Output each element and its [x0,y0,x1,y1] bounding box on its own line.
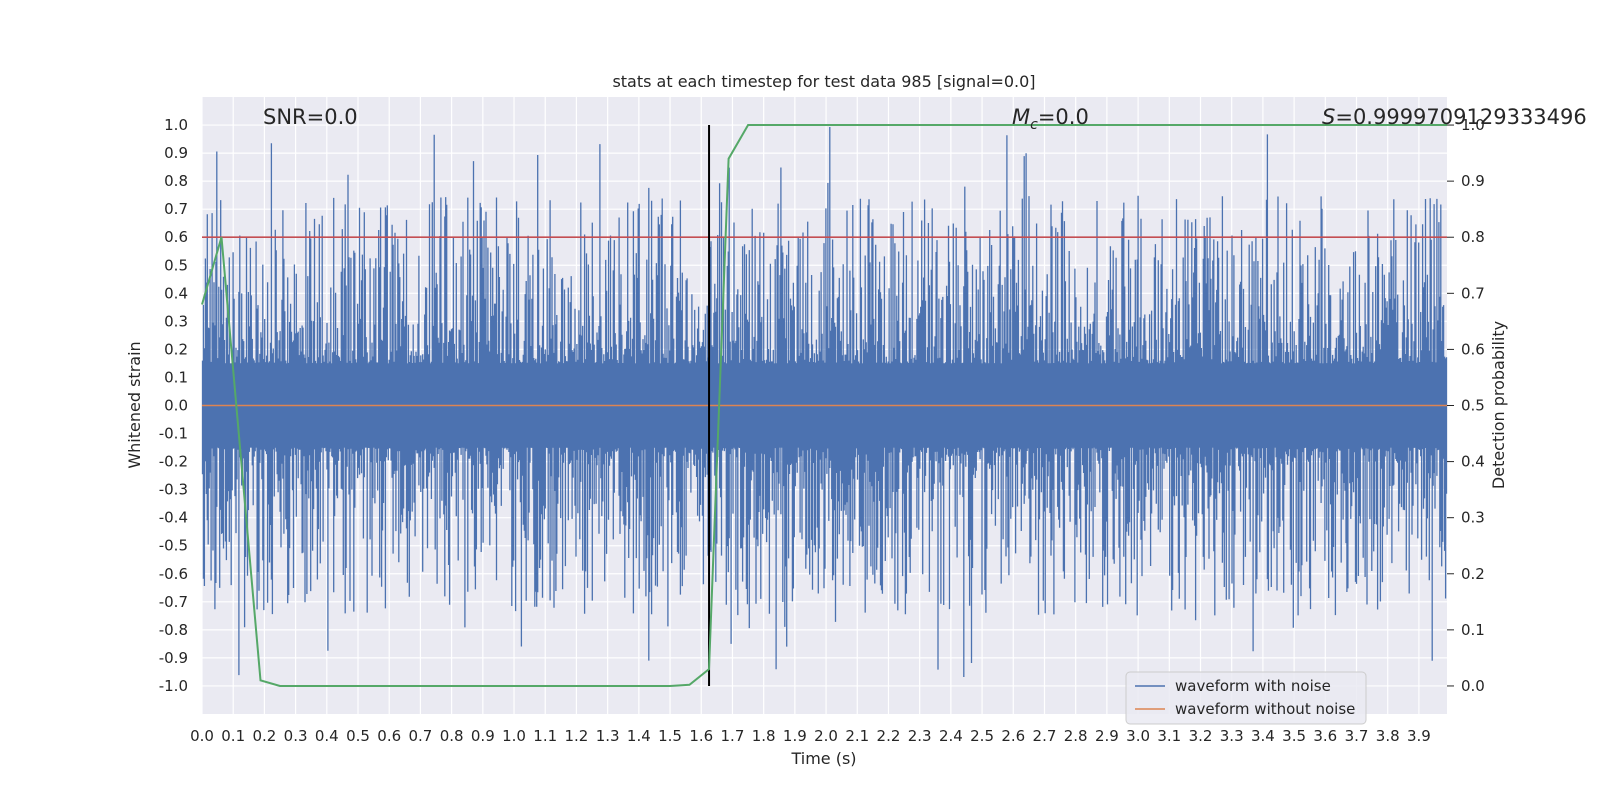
y2-tick-label: 0.4 [1461,453,1485,471]
y-tick-label: -1.0 [159,677,188,695]
x-tick-label: 1.7 [721,727,745,745]
s-value: =0.9999709129333496 [1335,105,1586,129]
lines-layer [201,124,1447,687]
s-annotation: S=0.9999709129333496 [1322,105,1587,129]
y-tick-label: 0.7 [164,200,188,218]
y-tick-label: 0.4 [164,284,188,302]
x-tick-label: 1.4 [627,727,651,745]
x-tick-label: 1.3 [596,727,620,745]
x-tick-label: 0.1 [221,727,245,745]
y-tick-label: -0.6 [159,565,188,583]
x-tick-label: 3.2 [1189,727,1213,745]
chart-title: stats at each timestep for test data 985… [612,72,1035,91]
y2-tick-label: 0.1 [1461,621,1485,639]
y-tick-label: 0.9 [164,144,188,162]
x-tick-label: 0.8 [440,727,464,745]
x-tick-label: 0.7 [408,727,432,745]
legend: waveform with noise waveform without noi… [1125,671,1367,725]
y-tick-label: -0.7 [159,593,188,611]
y-tick-label: 0.1 [164,368,188,386]
x-tick-label: 0.0 [190,727,214,745]
y-tick-label: -0.3 [159,481,188,499]
x-tick-label: 0.6 [377,727,401,745]
x-tick-label: 3.8 [1376,727,1400,745]
y2-tick-label: 0.5 [1461,397,1485,415]
mc-symbol: M [1012,105,1030,129]
y2-tick-label: 0.2 [1461,565,1485,583]
legend-label-clean: waveform without noise [1175,700,1355,718]
detection-probability-line [201,124,1447,687]
mc-subscript: c [1030,117,1038,133]
x-tick-label: 1.9 [783,727,807,745]
x-tick-label: 1.2 [565,727,589,745]
y-tick-label: 0.8 [164,172,188,190]
y2-tick-label: 0.9 [1461,172,1485,190]
x-tick-label: 2.9 [1095,727,1119,745]
y2-tick-label: 0.7 [1461,284,1485,302]
y-axis-label: Whitened strain [125,341,144,468]
x-tick-label: 1.5 [658,727,682,745]
mc-annotation: Mc=0.0 [1012,105,1089,133]
x-tick-label: 3.9 [1407,727,1431,745]
y-tick-label: -0.1 [159,425,188,443]
ticks-layer: 0.0 0.1 0.2 0.3 0.4 0.5 0.6 0.7 0.8 0.9 1.0 1.1 1.2 1… [159,116,1485,745]
y2-tick-label: 0.6 [1461,340,1485,358]
y-tick-label: 0.6 [164,228,188,246]
x-tick-label: 2.2 [877,727,901,745]
x-tick-label: 0.2 [252,727,276,745]
s-symbol: S [1322,105,1335,129]
x-tick-label: 2.0 [814,727,838,745]
y2-axis-label: Detection probability [1489,321,1508,489]
mc-value: =0.0 [1038,105,1089,129]
x-tick-label: 0.4 [315,727,339,745]
y-tick-label: 1.0 [164,116,188,134]
y2-tick-label: 1.0 [1461,116,1485,134]
x-tick-label: 2.3 [908,727,932,745]
y-tick-label: -0.5 [159,537,188,555]
x-tick-label: 0.9 [471,727,495,745]
y-tick-label: 0.2 [164,340,188,358]
y2-tick-label: 0.3 [1461,509,1485,527]
x-tick-label: 3.5 [1282,727,1306,745]
y-tick-label: 0.5 [164,256,188,274]
x-tick-label: 3.6 [1313,727,1337,745]
x-tick-label: 1.8 [752,727,776,745]
y-tick-label: 0.0 [164,397,188,415]
x-tick-label: 1.0 [502,727,526,745]
x-tick-label: 2.5 [970,727,994,745]
y-tick-label: -0.8 [159,621,188,639]
legend-box [1125,671,1367,725]
x-tick-label: 0.5 [346,727,370,745]
x-tick-label: 2.6 [1001,727,1025,745]
x-axis-label: Time (s) [790,749,856,768]
x-tick-label: 2.1 [845,727,869,745]
y-tick-label: -0.9 [159,649,188,667]
x-tick-label: 3.3 [1220,727,1244,745]
x-tick-label: 0.3 [284,727,308,745]
x-tick-label: 2.7 [1033,727,1057,745]
y-tick-label: 0.3 [164,312,188,330]
x-tick-label: 3.0 [1126,727,1150,745]
y2-tick-label: 0.0 [1461,677,1485,695]
legend-label-noise: waveform with noise [1175,677,1331,695]
snr-annotation: SNR=0.0 [263,105,358,129]
x-tick-label: 1.1 [533,727,557,745]
x-tick-label: 2.4 [939,727,963,745]
y2-tick-label: 0.8 [1461,228,1485,246]
x-tick-label: 1.6 [689,727,713,745]
x-tick-label: 3.7 [1345,727,1369,745]
y-tick-label: -0.4 [159,509,188,527]
x-tick-label: 3.4 [1251,727,1275,745]
y-tick-label: -0.2 [159,453,188,471]
x-tick-label: 3.1 [1157,727,1181,745]
x-tick-label: 2.8 [1064,727,1088,745]
